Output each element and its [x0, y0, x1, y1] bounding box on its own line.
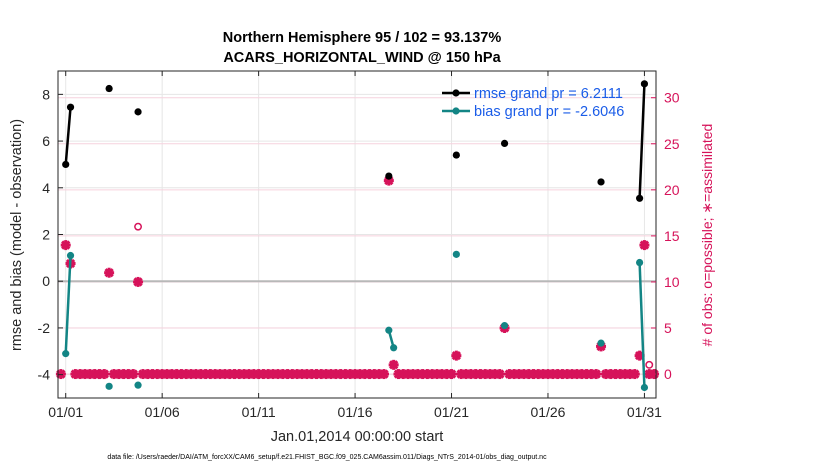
obs-assimilated-marker [446, 369, 457, 380]
obs-assimilated-marker [133, 276, 144, 287]
obs-assimilated-marker [629, 369, 640, 380]
rmse-point [134, 108, 142, 116]
bias-point [500, 321, 509, 330]
chart-title-line-1: Northern Hemisphere 95 / 102 = 93.137% [223, 30, 502, 46]
axis-ticks: 01/01 01/06 01/11 01/16 01/21 01/26 01/31 -4 -2 0… [38, 71, 680, 420]
y-left-tick-label: 0 [42, 273, 50, 289]
bias-line-segment [638, 262, 646, 388]
rmse-line-segment [64, 107, 72, 165]
rmse-point [62, 160, 70, 169]
y-axis-label-left: rmse and bias (model - observation) [9, 119, 25, 351]
rmse-point [66, 103, 75, 111]
y-right-tick-label: 15 [664, 228, 680, 244]
x-tick-label: 01/31 [627, 404, 662, 420]
x-tick-label: 01/26 [530, 404, 565, 420]
obs-series [55, 175, 660, 380]
x-tick-label: 01/16 [338, 404, 373, 420]
obs-assimilated-marker [388, 359, 399, 370]
y-right-tick-label: 30 [664, 90, 680, 106]
obs-assimilated-marker [639, 240, 650, 251]
y-right-tick-label: 0 [664, 366, 672, 382]
y-left-tick-label: 8 [42, 86, 50, 102]
obs-assimilated-marker [128, 369, 139, 380]
y-left-tick-label: 2 [42, 227, 50, 243]
y-left-tick-label: 6 [42, 133, 50, 149]
x-tick-label: 01/11 [242, 404, 276, 420]
bias-point [390, 344, 398, 352]
y-left-tick-label: -4 [38, 367, 51, 383]
y-right-tick-label: 10 [664, 274, 680, 290]
legend-label-bias: bias grand pr = -2.6046 [474, 104, 624, 120]
bias-point [385, 326, 393, 334]
obs-assimilated-marker [379, 369, 390, 380]
x-tick-label: 01/01 [48, 404, 83, 420]
data-series [62, 80, 649, 392]
obs-assimilated-marker [494, 369, 505, 380]
y-left-tick-label: -2 [38, 320, 51, 336]
obs-assimilated-marker [55, 369, 66, 380]
x-axis-label: Jan.01,2014 00:00:00 start [271, 429, 444, 445]
rmse-point [385, 172, 393, 180]
obs-possible-marker [645, 360, 654, 369]
legend: rmse grand pr = 6.2111 bias grand pr = -2… [442, 86, 624, 120]
bias-point [597, 339, 605, 347]
y-right-tick-label: 5 [664, 320, 672, 336]
obs-assimilated-marker [99, 369, 110, 380]
rmse-point [640, 80, 649, 88]
y-axis-label-right: # of obs: o=possible; ∗=assimilated [699, 124, 715, 347]
obs-possible-marker [134, 222, 143, 231]
footer-data-file: data file: /Users/raeder/DAI/ATM_forcXX/… [107, 454, 547, 461]
rmse-point [500, 139, 509, 148]
x-tick-label: 01/06 [145, 404, 180, 420]
bias-point [452, 250, 460, 258]
bias-point [66, 251, 75, 260]
chart-title-line-2: ACARS_HORIZONTAL_WIND @ 150 hPa [223, 50, 501, 66]
y-left-tick-label: 4 [42, 180, 50, 196]
rmse-point [105, 84, 113, 93]
rmse-point [452, 151, 460, 159]
obs-assimilated-marker [591, 369, 602, 380]
y-right-tick-label: 20 [664, 182, 680, 198]
bias-line-segment [64, 255, 72, 354]
bias-point [105, 382, 113, 390]
obs-assimilated-marker [60, 240, 71, 251]
bias-point [636, 258, 644, 267]
bias-point [134, 381, 142, 389]
legend-marker-rmse [452, 89, 460, 97]
legend-marker-bias [452, 107, 460, 115]
y-right-tick-label: 25 [664, 136, 680, 152]
grid-lines [58, 71, 656, 398]
rmse-point [636, 194, 644, 202]
rmse-point [597, 178, 605, 186]
bias-point [640, 383, 649, 392]
obs-assimilated-marker [451, 350, 462, 361]
legend-label-rmse: rmse grand pr = 6.2111 [474, 86, 623, 102]
rmse-line-segment [638, 83, 646, 199]
x-tick-label: 01/21 [434, 404, 469, 420]
bias-point [62, 350, 70, 358]
obs-assimilated-marker [104, 267, 115, 278]
